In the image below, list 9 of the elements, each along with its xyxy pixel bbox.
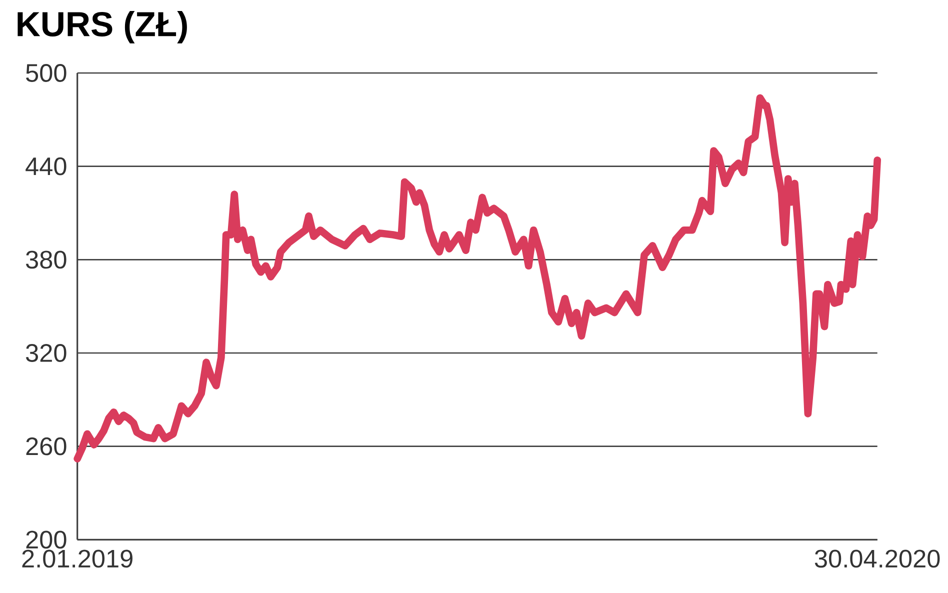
x-tick-label: 30.04.2020 <box>814 550 940 568</box>
y-tick-label: 260 <box>26 437 66 456</box>
y-tick-label: 500 <box>26 64 66 82</box>
y-tick-label: 380 <box>26 250 66 269</box>
y-tick-label: 440 <box>26 157 66 176</box>
chart-title: KURS (ZŁ) <box>18 11 187 44</box>
y-tick-label: 320 <box>26 344 66 362</box>
y-tick-label: 200 <box>26 530 66 549</box>
x-tick-label: 2.01.2019 <box>22 550 132 568</box>
